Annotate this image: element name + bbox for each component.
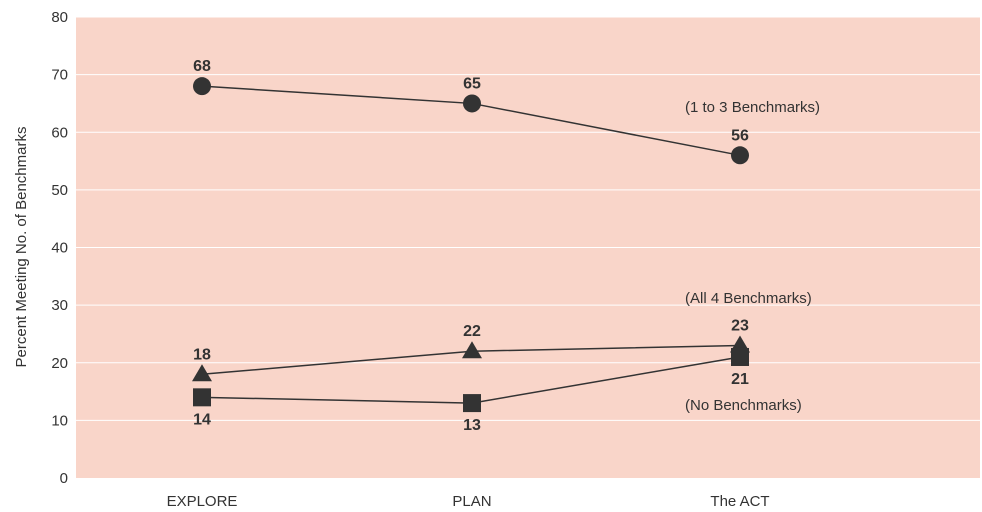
series-markers [192,77,750,413]
data-label: 56 [731,127,749,144]
y-tick-label: 60 [51,124,68,141]
x-tick-label: PLAN [452,493,491,510]
x-tick-label: The ACT [710,493,769,510]
y-tick-label: 30 [51,297,68,314]
y-tick-label: 0 [60,470,68,487]
y-tick-label: 70 [51,67,68,84]
triangle-marker [192,364,212,382]
gridlines [76,16,980,421]
triangle-marker [462,341,482,359]
circle-marker [463,94,481,113]
data-label: 65 [463,75,481,92]
y-tick-label: 20 [51,355,68,372]
y-tick-label: 50 [51,182,68,199]
circle-marker [731,146,749,165]
x-axis-ticks: EXPLORE PLAN The ACT [167,493,770,510]
square-marker [193,388,211,407]
circle-marker [193,77,211,96]
data-label: 14 [193,411,211,428]
series-annotation-all-4: (All 4 Benchmarks) [685,290,812,307]
data-label: 23 [731,317,749,334]
y-tick-label: 40 [51,240,68,257]
y-tick-label: 10 [51,412,68,429]
data-label: 68 [193,58,211,75]
data-labels: 68 65 56 18 22 23 14 13 21 [193,58,749,434]
data-label: 21 [731,371,749,388]
data-label: 18 [193,346,211,363]
data-label: 13 [463,417,481,434]
y-axis-label: Percent Meeting No. of Benchmarks [13,127,30,368]
square-marker [463,394,481,413]
square-marker [731,347,749,366]
series-annotation-1-to-3: (1 to 3 Benchmarks) [685,99,820,116]
data-label: 22 [463,323,481,340]
series-annotation-none: (No Benchmarks) [685,397,802,414]
y-tick-label: 80 [51,9,68,26]
x-tick-label: EXPLORE [167,493,238,510]
y-axis-ticks: 0 10 20 30 40 50 60 70 80 [51,9,68,487]
